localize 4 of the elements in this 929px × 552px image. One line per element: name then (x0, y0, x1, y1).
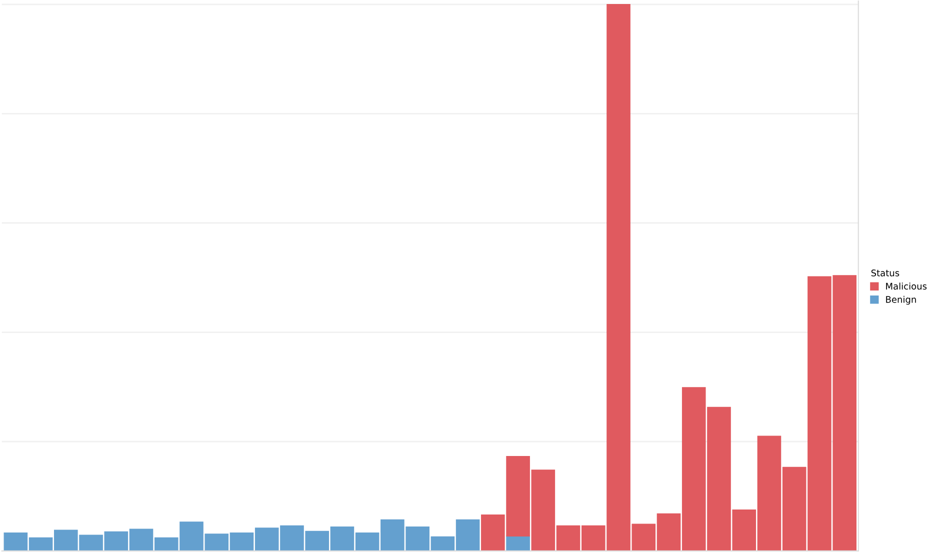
legend-label: Benign (886, 296, 916, 305)
bar (506, 536, 530, 551)
legend-label: Malicious (886, 282, 927, 290)
legend-title: Status (871, 270, 900, 276)
